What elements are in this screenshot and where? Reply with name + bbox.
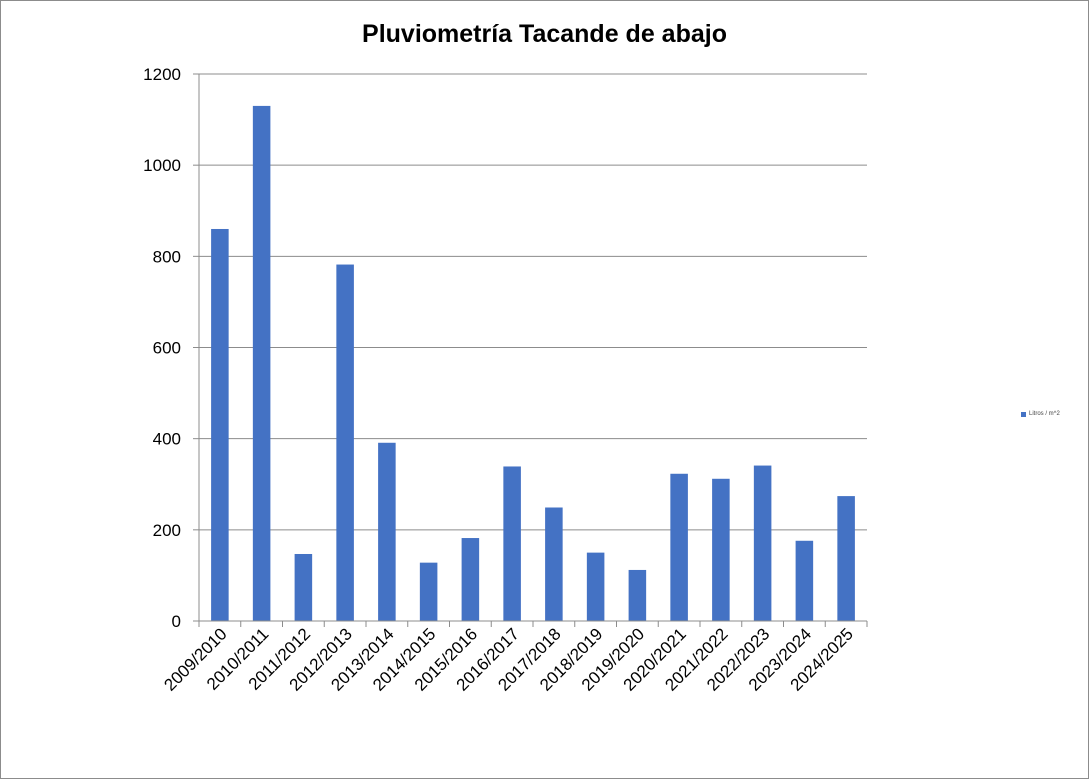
bar xyxy=(712,478,730,621)
bar xyxy=(503,466,521,621)
y-tick-label: 600 xyxy=(153,339,181,358)
y-tick-label: 0 xyxy=(172,612,181,631)
y-tick-label: 400 xyxy=(153,430,181,449)
bar xyxy=(837,496,855,621)
bar xyxy=(753,465,772,621)
y-tick-label: 800 xyxy=(153,247,181,266)
legend-swatch xyxy=(1021,411,1026,417)
bar xyxy=(419,562,438,621)
bar xyxy=(294,553,313,621)
legend-label: Litros / m^2 xyxy=(1029,411,1060,417)
bar xyxy=(795,540,814,621)
bar xyxy=(378,442,396,621)
bar xyxy=(252,105,271,622)
y-axis-ticks: 0 200 400 600 800 1000 1200 xyxy=(143,65,199,631)
bar xyxy=(670,473,688,621)
bar xyxy=(628,569,647,621)
bars xyxy=(211,105,855,622)
bar xyxy=(461,538,480,621)
bar xyxy=(211,228,229,621)
bar xyxy=(545,507,563,621)
bar xyxy=(586,552,605,621)
chart-title: Pluviometría Tacande de abajo xyxy=(362,20,727,48)
y-tick-label: 1000 xyxy=(143,156,181,175)
bar xyxy=(336,264,354,621)
y-tick-label: 1200 xyxy=(143,65,181,84)
x-axis-ticks: 2009/20102010/20112011/20122012/20132013… xyxy=(160,621,868,695)
y-tick-label: 200 xyxy=(153,521,181,540)
gridlines xyxy=(199,73,867,531)
legend: Litros / m^2 xyxy=(1021,411,1060,417)
